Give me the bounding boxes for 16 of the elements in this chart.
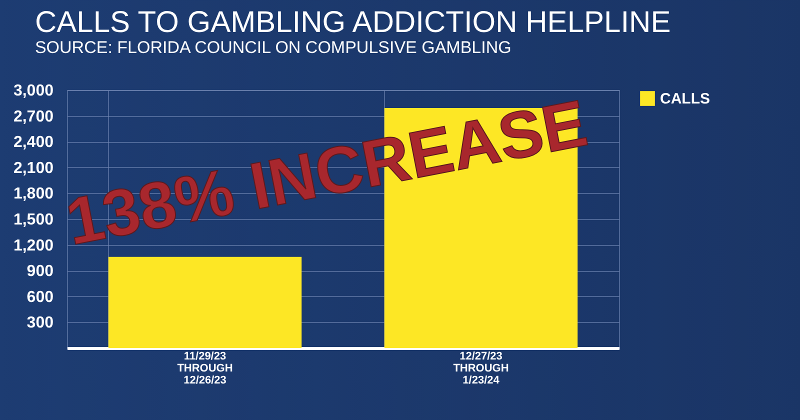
legend-label: CALLS [660, 90, 710, 108]
y-tick-label: 2,400 [13, 134, 54, 152]
y-tick-label: 600 [26, 288, 54, 306]
chart-subtitle: SOURCE: FLORIDA COUNCIL ON COMPULSIVE GAMBLING [34, 38, 512, 57]
y-tick-label: 300 [26, 314, 54, 332]
y-tick-label: 2,700 [13, 108, 54, 126]
y-tick-label: 1,800 [13, 186, 54, 203]
chart-title: CALLS TO GAMBLING ADDICTION HELPLINE [34, 6, 671, 39]
y-tick-label: 3,000 [13, 82, 54, 100]
y-tick-label: 1,500 [13, 212, 54, 228]
y-tick-label: 2,100 [13, 160, 54, 177]
x-tick-label: 11/29/23 THROUGH 12/26/23 [177, 350, 233, 386]
y-tick-label: 1,200 [13, 237, 54, 254]
y-tick-label: 900 [26, 263, 54, 280]
x-tick-label: 12/27/23 THROUGH 1/23/24 [453, 350, 509, 386]
annotation: 138% INCREASE [60, 85, 593, 259]
